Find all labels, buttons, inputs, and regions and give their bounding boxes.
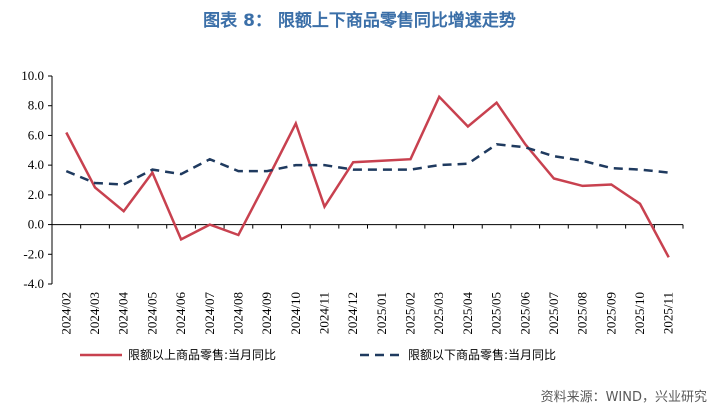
y-tick-label: 8.0 bbox=[28, 98, 44, 113]
chart-series bbox=[65, 94, 670, 258]
x-tick-label: 2024/10 bbox=[288, 292, 303, 335]
x-tick-label: 2024/07 bbox=[202, 292, 217, 335]
x-tick-label: 2024/11 bbox=[316, 292, 331, 334]
chart-axes bbox=[48, 75, 684, 285]
y-tick-label: 0.0 bbox=[28, 217, 44, 232]
y-tick-label: 2.0 bbox=[28, 187, 44, 202]
x-tick-label: 2024/12 bbox=[345, 292, 360, 335]
chart-legend: 限额以上商品零售:当月同比 限额以下商品零售:当月同比 bbox=[80, 347, 556, 362]
x-tick-label: 2025/01 bbox=[374, 292, 389, 335]
legend-label: 限额以上商品零售:当月同比 bbox=[128, 347, 276, 362]
x-tick-label: 2025/10 bbox=[632, 292, 647, 335]
x-tick-label: 2025/06 bbox=[517, 292, 532, 335]
x-tick-label: 2025/09 bbox=[603, 292, 618, 335]
x-tick-label: 2025/02 bbox=[403, 292, 418, 335]
x-tick-label: 2024/06 bbox=[173, 292, 188, 335]
x-tick-label: 2024/02 bbox=[58, 292, 73, 335]
series-line-2 bbox=[65, 143, 669, 186]
x-tick-label: 2025/04 bbox=[460, 292, 475, 335]
x-tick-label: 2025/07 bbox=[546, 292, 561, 335]
y-tick-label: 10.0 bbox=[21, 68, 44, 83]
x-tick-label: 2025/08 bbox=[575, 292, 590, 335]
y-tick-label: -2.0 bbox=[23, 246, 44, 261]
x-tick-labels: 2024/02 2024/03 2024/04 2024/05 2024/06 2024/… bbox=[58, 292, 675, 335]
x-tick-label: 2024/03 bbox=[87, 292, 102, 335]
y-tick-label: 6.0 bbox=[28, 127, 44, 142]
y-tick-label: 4.0 bbox=[28, 157, 44, 172]
legend-label: 限额以下商品零售:当月同比 bbox=[408, 347, 556, 362]
x-tick-label: 2024/05 bbox=[144, 292, 159, 335]
chart-title: 图表 8： 限额上下商品零售同比增速走势 bbox=[203, 11, 516, 31]
source-note: 资料来源：WIND，兴业研究 bbox=[540, 390, 707, 405]
x-tick-label: 2025/11 bbox=[661, 292, 676, 334]
x-tick-label: 2025/03 bbox=[431, 292, 446, 335]
x-tick-label: 2024/04 bbox=[116, 292, 131, 335]
series-line-1 bbox=[65, 94, 670, 258]
y-tick-label: -4.0 bbox=[23, 276, 44, 291]
x-tick-label: 2025/05 bbox=[489, 292, 504, 335]
y-tick-labels: 10.0 8.0 6.0 4.0 2.0 0.0 -2.0 -4.0 bbox=[21, 68, 44, 291]
x-tick-label: 2024/08 bbox=[230, 292, 245, 335]
x-tick-label: 2024/09 bbox=[259, 292, 274, 335]
